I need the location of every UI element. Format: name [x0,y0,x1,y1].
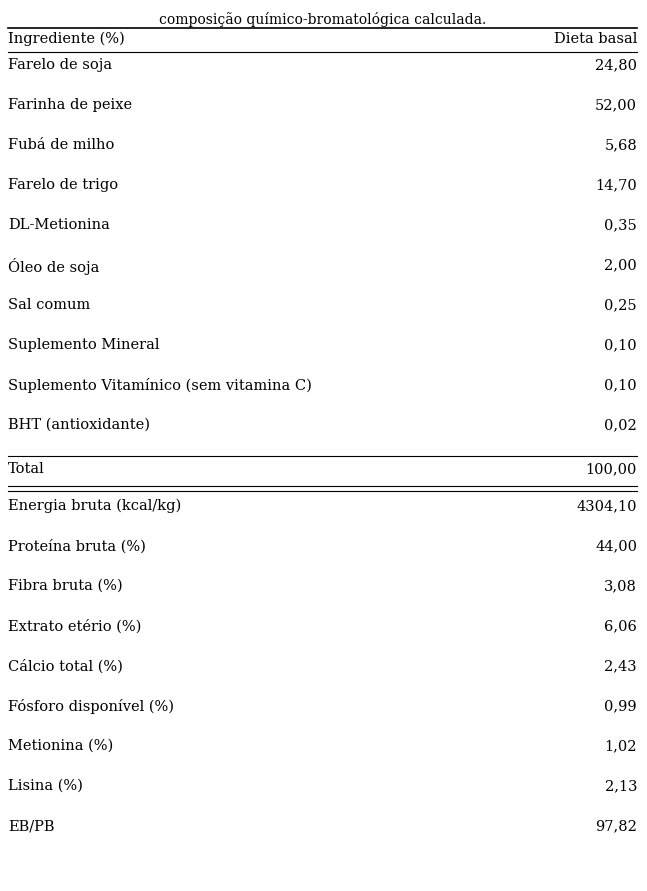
Text: Energia bruta (kcal/kg): Energia bruta (kcal/kg) [8,499,181,513]
Text: Suplemento Mineral: Suplemento Mineral [8,338,160,352]
Text: EB/PB: EB/PB [8,819,54,833]
Text: 100,00: 100,00 [586,462,637,476]
Text: Suplemento Vitamínico (sem vitamina C): Suplemento Vitamínico (sem vitamina C) [8,378,312,393]
Text: Total: Total [8,462,45,476]
Text: 24,80: 24,80 [595,58,637,72]
Text: 2,00: 2,00 [604,258,637,272]
Text: DL-Metionina: DL-Metionina [8,218,110,232]
Text: Cálcio total (%): Cálcio total (%) [8,659,123,674]
Text: 0,10: 0,10 [604,338,637,352]
Text: Sal comum: Sal comum [8,298,90,312]
Text: Ingrediente (%): Ingrediente (%) [8,32,125,46]
Text: 0,99: 0,99 [604,699,637,713]
Text: Fósforo disponível (%): Fósforo disponível (%) [8,699,174,714]
Text: Farelo de soja: Farelo de soja [8,58,112,72]
Text: 0,25: 0,25 [604,298,637,312]
Text: Dieta basal: Dieta basal [554,32,637,46]
Text: 5,68: 5,68 [604,138,637,152]
Text: Óleo de soja: Óleo de soja [8,258,100,275]
Text: Farinha de peixe: Farinha de peixe [8,98,132,112]
Text: 0,35: 0,35 [604,218,637,232]
Text: Fubá de milho: Fubá de milho [8,138,115,152]
Text: BHT (antioxidante): BHT (antioxidante) [8,418,150,432]
Text: 14,70: 14,70 [595,178,637,192]
Text: 52,00: 52,00 [595,98,637,112]
Text: Metionina (%): Metionina (%) [8,739,113,753]
Text: Fibra bruta (%): Fibra bruta (%) [8,579,123,593]
Text: 0,02: 0,02 [604,418,637,432]
Text: 2,43: 2,43 [604,659,637,673]
Text: Farelo de trigo: Farelo de trigo [8,178,118,192]
Text: 1,02: 1,02 [604,739,637,753]
Text: Extrato etério (%): Extrato etério (%) [8,619,142,634]
Text: 97,82: 97,82 [595,819,637,833]
Text: composição químico-bromatológica calculada.: composição químico-bromatológica calcula… [159,12,486,27]
Text: Lisina (%): Lisina (%) [8,779,83,793]
Text: 2,13: 2,13 [604,779,637,793]
Text: 3,08: 3,08 [604,579,637,593]
Text: Proteína bruta (%): Proteína bruta (%) [8,539,146,553]
Text: 0,10: 0,10 [604,378,637,392]
Text: 4304,10: 4304,10 [576,499,637,513]
Text: 44,00: 44,00 [595,539,637,553]
Text: 6,06: 6,06 [604,619,637,633]
